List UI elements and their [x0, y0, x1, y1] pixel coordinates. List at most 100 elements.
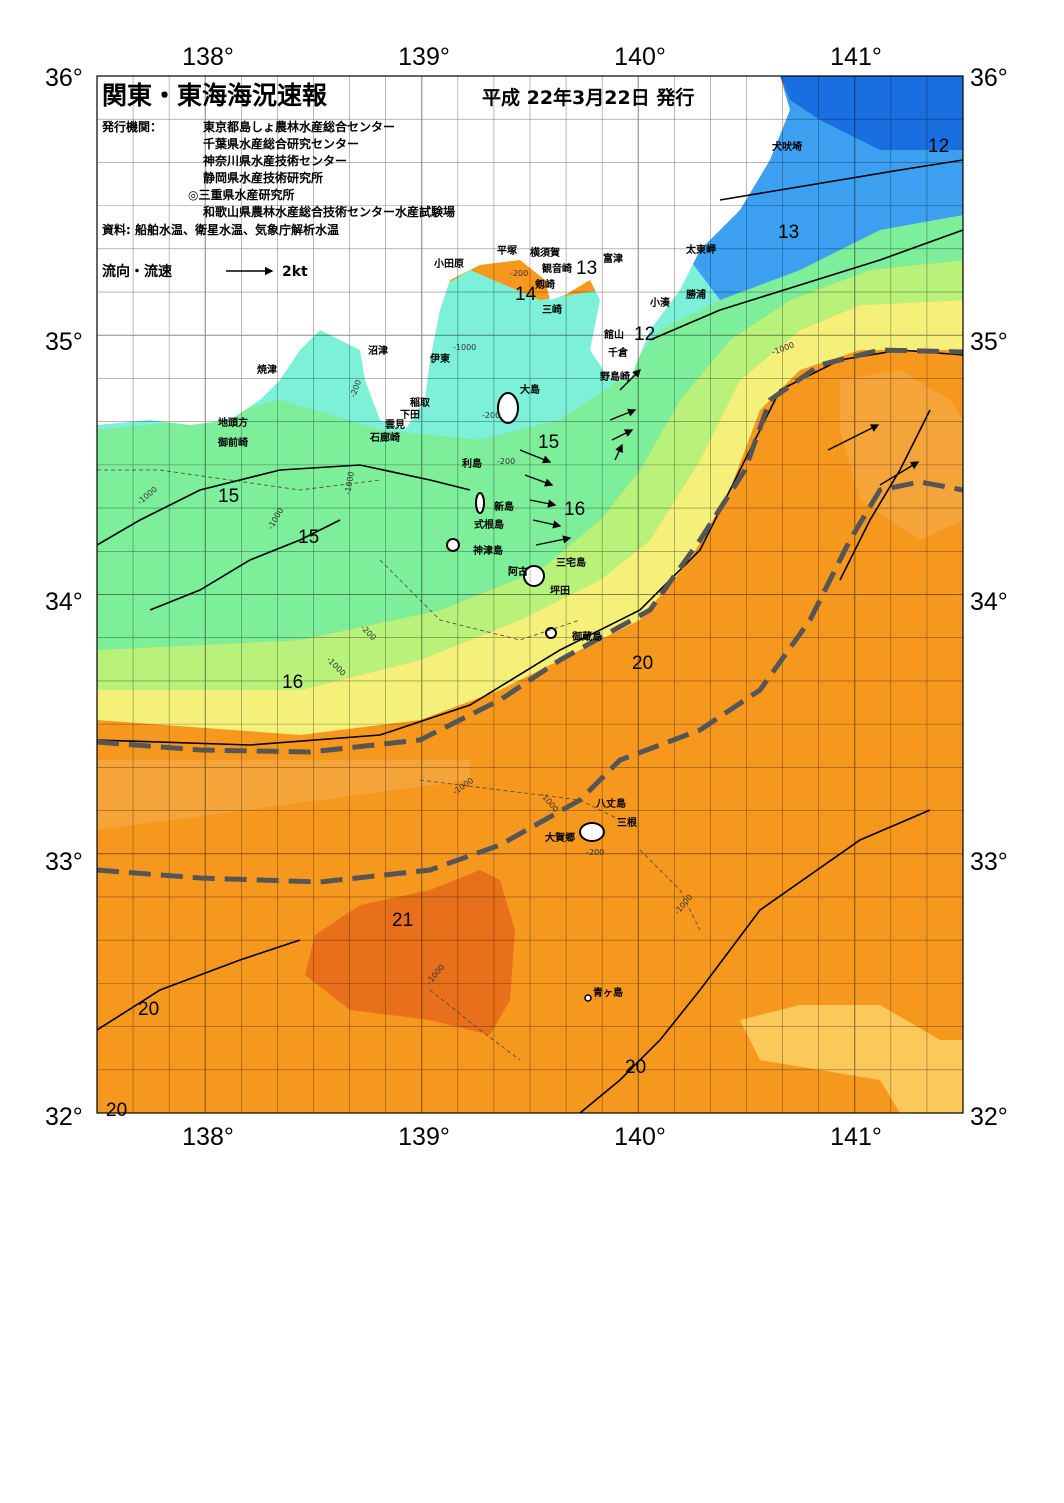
frontal-zone-yellow — [97, 300, 963, 735]
publisher-item: ◎三重県水産研究所 — [188, 187, 294, 202]
place-label: 横須賀 — [530, 246, 560, 259]
lon-label-bottom: 140° — [614, 1123, 666, 1151]
place-label: 大賀郷 — [545, 831, 575, 844]
current-arrow — [611, 429, 634, 441]
isotherm-label: 21 — [392, 910, 413, 931]
lat-label-left: 33° — [45, 848, 83, 876]
depth-1000b — [379, 559, 581, 641]
place-label: 阿古 — [508, 565, 528, 578]
lat-label-right: 35° — [970, 328, 1008, 356]
publisher-item: 静岡県水産技術研究所 — [203, 170, 323, 185]
lat-label-left: 36° — [45, 64, 83, 92]
oshima-island — [497, 392, 519, 424]
publisher-item: 和歌山県農林水産総合技術センター水産試験場 — [202, 204, 455, 219]
lat-label-right: 36° — [970, 64, 1008, 92]
lon-label-bottom: 138° — [182, 1123, 234, 1151]
lat-label-left: 35° — [45, 328, 83, 356]
kuroshio-axis-south — [97, 479, 963, 885]
lat-label-right: 34° — [970, 588, 1008, 616]
depth-label: -1000 — [343, 471, 356, 495]
isotherm-20b — [97, 939, 301, 1031]
isotherm-label: 16 — [564, 499, 585, 520]
axis-labels: 138° 139° 140° 141° 138° 139° 140° 141° … — [45, 43, 1008, 1151]
lat-label-right: 32° — [970, 1103, 1008, 1131]
current-arrow — [532, 519, 562, 529]
map-title: 関東・東海海況速報 — [102, 81, 328, 110]
depth-1000c — [419, 779, 621, 821]
place-label: 坪田 — [550, 584, 570, 597]
publisher-item: 東京都島しょ農林水産総合センター — [203, 119, 395, 134]
depth-label: -200 — [510, 269, 528, 278]
place-label: 犬吠埼 — [772, 140, 802, 153]
current-arrow — [524, 474, 554, 487]
current-vectors — [519, 369, 920, 546]
lon-label-bottom: 141° — [830, 1123, 882, 1151]
isotherm-label: 15 — [218, 486, 239, 507]
lon-label-bottom: 139° — [398, 1123, 450, 1151]
lat-label-left: 34° — [45, 588, 83, 616]
isotherm-21 — [839, 409, 931, 581]
depth-1000d — [639, 849, 701, 931]
place-label: 新島 — [494, 500, 514, 513]
isotherm-label: 16 — [282, 672, 303, 693]
publisher-item: 千葉県水産総合研究センター — [203, 136, 359, 151]
isotherm-label: 15 — [298, 527, 319, 548]
place-label: 館山 — [603, 328, 624, 341]
isotherm-12 — [719, 159, 963, 201]
isotherm-15b — [149, 519, 341, 611]
kozushima-island — [446, 538, 460, 552]
kuroshio-axis — [97, 347, 963, 885]
depth-1000e — [429, 989, 521, 1061]
isotherm-label: 12 — [634, 324, 655, 345]
depth-label: -200 — [497, 457, 515, 466]
lat-label-right: 33° — [970, 848, 1008, 876]
place-label: 小湊 — [649, 296, 671, 309]
place-labels: 犬吠埼 太東岬 勝浦 小湊 館山 千倉 野島崎 富津 観音崎 横須賀 剱崎 三崎… — [217, 140, 802, 999]
place-label: 千倉 — [608, 346, 629, 359]
map-frame — [96, 75, 964, 1114]
place-label: 太東岬 — [685, 243, 716, 256]
current-arrow — [529, 499, 557, 508]
current-arrow — [535, 535, 572, 546]
depth-1000 — [97, 469, 381, 491]
place-label: 御前崎 — [217, 436, 248, 449]
aogashima-island — [584, 994, 592, 1002]
map-area — [97, 76, 963, 1113]
hachijojima-island — [579, 822, 605, 842]
isotherm-label: 20 — [632, 653, 653, 674]
lon-label-top: 140° — [614, 43, 666, 71]
land-mass — [97, 76, 790, 430]
green-zone — [97, 215, 963, 650]
place-label: 伊東 — [429, 352, 450, 365]
depth-label: -200 — [586, 848, 604, 857]
cold-core — [780, 76, 963, 150]
place-label: 御蔵島 — [571, 630, 602, 643]
current-arrow — [614, 443, 623, 461]
isotherm-label: 13 — [576, 258, 597, 279]
current-arrow — [519, 449, 552, 464]
lon-label-top: 141° — [830, 43, 882, 71]
isotherm-13 — [649, 229, 963, 341]
place-label: 観音崎 — [542, 262, 572, 275]
water-band — [97, 760, 470, 830]
place-label: 野島崎 — [600, 370, 630, 383]
place-label: 稲取 — [410, 396, 431, 409]
isotherm-labels: 12 12 13 13 14 15 15 15 16 16 20 20 20 2… — [106, 136, 949, 1121]
isotherm-15 — [97, 464, 471, 546]
place-label: 沼津 — [368, 344, 388, 357]
current-arrow — [609, 408, 637, 421]
legend-label: 流向・流速 — [102, 263, 172, 280]
place-label: 剱崎 — [534, 278, 555, 291]
place-label: 利島 — [462, 457, 482, 470]
place-label: 八丈島 — [595, 797, 626, 810]
publisher-label: 発行機関： — [101, 119, 162, 134]
place-label: 平塚 — [497, 244, 517, 257]
place-label: 三宅島 — [556, 556, 586, 569]
place-label: 小田原 — [433, 257, 464, 270]
lon-label-top: 139° — [398, 43, 450, 71]
legend-speed: 2kt — [282, 264, 308, 280]
isotherm-lines — [97, 159, 963, 1113]
place-label: 三崎 — [542, 303, 562, 316]
lon-label-top: 138° — [182, 43, 234, 71]
current-arrow — [619, 369, 641, 391]
